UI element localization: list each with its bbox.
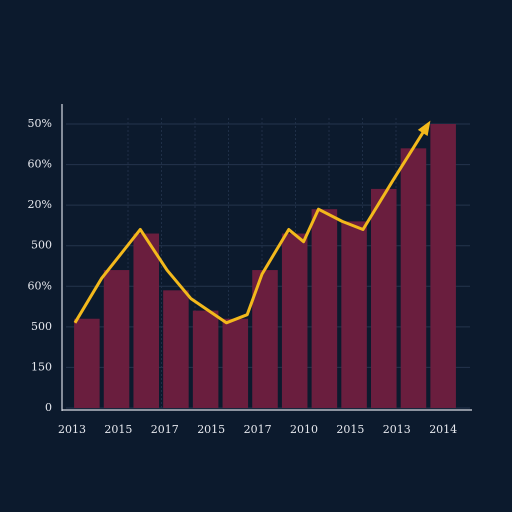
bar [74, 318, 100, 408]
y-tick-label: 500 [31, 320, 52, 333]
y-tick-label: 60% [28, 279, 52, 292]
bar [430, 124, 456, 408]
trend-line [73, 123, 430, 325]
x-tick-label: 2017 [244, 423, 272, 436]
bar [192, 310, 219, 408]
x-tick-label: 2010 [290, 423, 318, 436]
bar [163, 290, 189, 408]
bar [341, 221, 367, 408]
y-tick-label: 0 [45, 401, 52, 414]
x-tick-label: 2013 [58, 423, 86, 436]
bar [222, 318, 249, 408]
x-tick-label: 2014 [429, 423, 457, 436]
x-tick-label: 2013 [383, 423, 411, 436]
y-tick-label: 500 [31, 239, 52, 252]
x-tick-label: 2015 [336, 423, 364, 436]
bar [311, 209, 338, 408]
y-tick-label: 20% [28, 198, 52, 211]
bar [103, 270, 130, 408]
x-tick-label: 2015 [197, 423, 225, 436]
x-tick-label: 2017 [151, 423, 179, 436]
bar [400, 148, 427, 409]
y-tick-label: 60% [28, 158, 52, 171]
arrow-head [417, 120, 431, 136]
bar [371, 188, 397, 408]
y-tick-label: 50% [28, 117, 52, 130]
y-tick-label: 150 [31, 360, 52, 373]
bar [133, 233, 159, 408]
x-tick-label: 2015 [104, 423, 132, 436]
bar [281, 233, 308, 408]
